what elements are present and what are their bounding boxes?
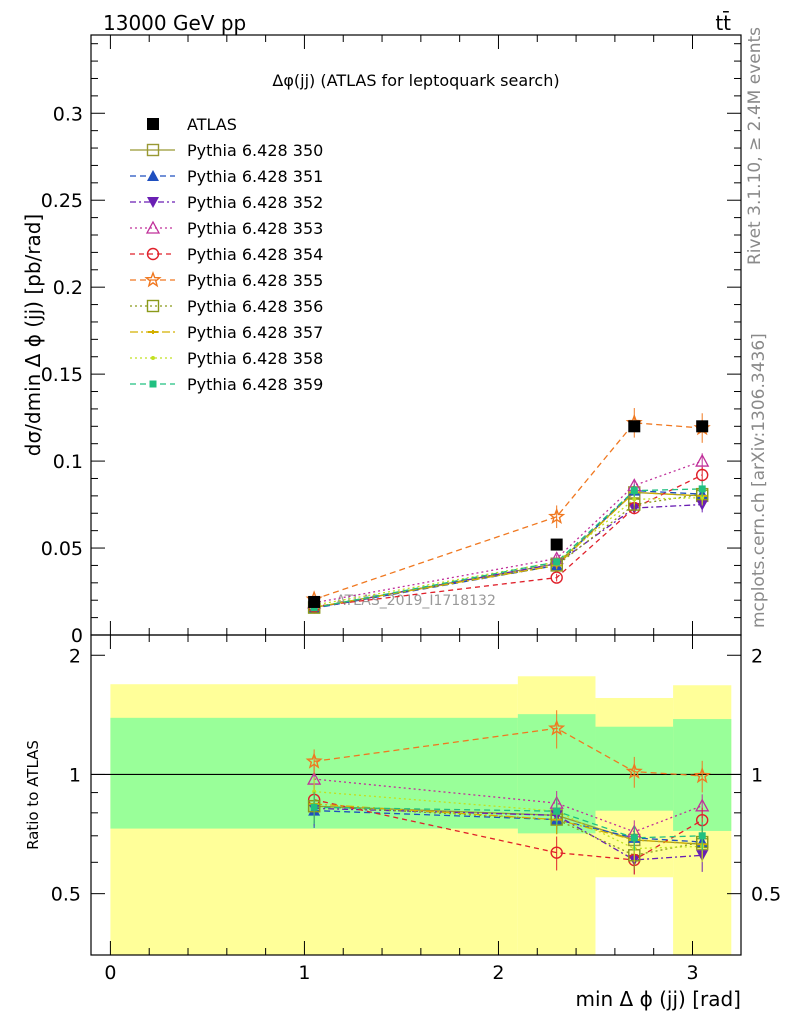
legend-label: Pythia 6.428 354: [187, 245, 323, 264]
series-point: [630, 487, 638, 495]
legend-label: Pythia 6.428 359: [187, 375, 323, 394]
ratio-line-4: [314, 778, 703, 833]
data-point: [628, 420, 641, 433]
legend-label: Pythia 6.428 351: [187, 167, 323, 186]
series-point: [550, 571, 563, 584]
series-line-3: [314, 503, 703, 609]
ratio-panel-frame: [90, 634, 742, 956]
legend-marker: [149, 380, 157, 388]
legend-marker: [144, 270, 162, 288]
ratio-point: [312, 789, 317, 794]
axes: 0 0.05 0.1 0.15 0.2 0.25 0.3 0 1 2 3 0.5 0.5 1 1 2 2: [41, 35, 781, 984]
series-line-7: [314, 493, 703, 609]
ratio-line-6: [314, 727, 703, 777]
series-line-8: [314, 491, 703, 608]
y-tick-label: 0.25: [41, 190, 83, 212]
uncertainty-bands: [110, 676, 732, 955]
ratio-point: [548, 719, 566, 736]
legend-marker: [146, 143, 160, 157]
series-point: [698, 485, 706, 493]
series-lines: [313, 422, 703, 609]
data-point: [696, 420, 709, 433]
rivet-version-label: Rivet 3.1.10, ≥ 2.4M events: [745, 27, 765, 265]
data-point: [550, 538, 563, 551]
legend-marker: [146, 299, 160, 313]
legend-label: Pythia 6.428 350: [187, 141, 323, 160]
series-line-9: [314, 496, 703, 606]
x-tick-label: 2: [492, 962, 504, 984]
legend-label: Pythia 6.428 356: [187, 297, 323, 316]
ratio-tick-label: 1: [69, 764, 81, 786]
legend-label: Pythia 6.428 358: [187, 349, 323, 368]
ratio-line-7: [314, 805, 703, 856]
y-tick-label: 0.05: [41, 538, 83, 560]
ratio-series-lines: [313, 727, 703, 861]
ratio-point: [553, 807, 561, 815]
ratio-line-2: [314, 809, 703, 843]
series-point: [700, 495, 705, 500]
legend-marker: [147, 170, 159, 181]
ratio-line-10: [314, 806, 703, 839]
x-tick-label: 3: [686, 962, 698, 984]
data-point: [308, 595, 321, 608]
chart-title: Δφ(jj) (ATLAS for leptoquark search): [272, 71, 559, 90]
ratio-line-3: [314, 807, 703, 861]
process-label: tt̄: [715, 10, 731, 35]
legend-label-data: ATLAS: [187, 115, 237, 134]
y-tick-label: 0.15: [41, 364, 83, 386]
y-tick-label: 0.2: [53, 277, 83, 299]
series-line-1: [314, 491, 703, 609]
legend-marker: [146, 247, 160, 261]
ratio-point: [630, 834, 638, 842]
y-axis-label: dσ/dmin Δ ϕ (jj) [pb/rad]: [21, 214, 45, 456]
legend-marker: [151, 356, 155, 360]
series-point: [548, 507, 566, 525]
y-tick-label: 0: [71, 625, 83, 647]
series-point: [695, 453, 710, 467]
x-axis-label: min Δ ϕ (jj) [rad]: [575, 987, 741, 1011]
legend-label: Pythia 6.428 355: [187, 271, 323, 290]
legend-marker-data: [147, 118, 159, 130]
legend: ATLAS Pythia 6.428 350 Pythia 6.428 351 Pyt…: [130, 115, 323, 394]
ratio-tick-label: 0.5: [51, 884, 81, 906]
ratio-point: [625, 762, 643, 779]
series-line-10: [314, 488, 703, 609]
ratio-tick-label: 2: [69, 645, 81, 667]
series-point: [695, 468, 709, 482]
y-tick-label: 0.1: [53, 451, 83, 473]
series-line-5: [314, 474, 703, 608]
ratio-point: [550, 846, 563, 859]
legend-marker: [147, 197, 159, 208]
ratio-point: [305, 752, 323, 769]
legend-marker: [148, 330, 158, 334]
y-tick-label: 0.3: [53, 103, 83, 125]
series-line-2: [314, 489, 703, 609]
series-point: [553, 558, 561, 566]
legend-label: Pythia 6.428 353: [187, 219, 323, 238]
ratio-point: [310, 803, 318, 811]
legend-label: Pythia 6.428 357: [187, 323, 323, 342]
ratio-line-9: [314, 790, 703, 850]
legend-marker: [145, 220, 161, 234]
x-tick-label: 1: [298, 962, 310, 984]
series-line-4: [314, 460, 703, 604]
energy-label: 13000 GeV pp: [103, 11, 246, 35]
x-tick-label: 0: [104, 962, 116, 984]
series-point: [632, 497, 637, 502]
ratio-tick-label-right: 1: [751, 764, 763, 786]
series-markers: [305, 408, 711, 875]
ratio-axis-label: Ratio to ATLAS: [24, 740, 42, 850]
ratio-tick-label-right: 2: [751, 645, 763, 667]
ratio-point: [693, 766, 711, 784]
ratio-tick-label-right: 0.5: [751, 884, 781, 906]
mcplots-label: mcplots.cern.ch [arXiv:1306.3436]: [749, 333, 769, 628]
legend-label: Pythia 6.428 352: [187, 193, 323, 212]
ratio-point: [698, 832, 706, 840]
series-line-6: [313, 422, 703, 600]
